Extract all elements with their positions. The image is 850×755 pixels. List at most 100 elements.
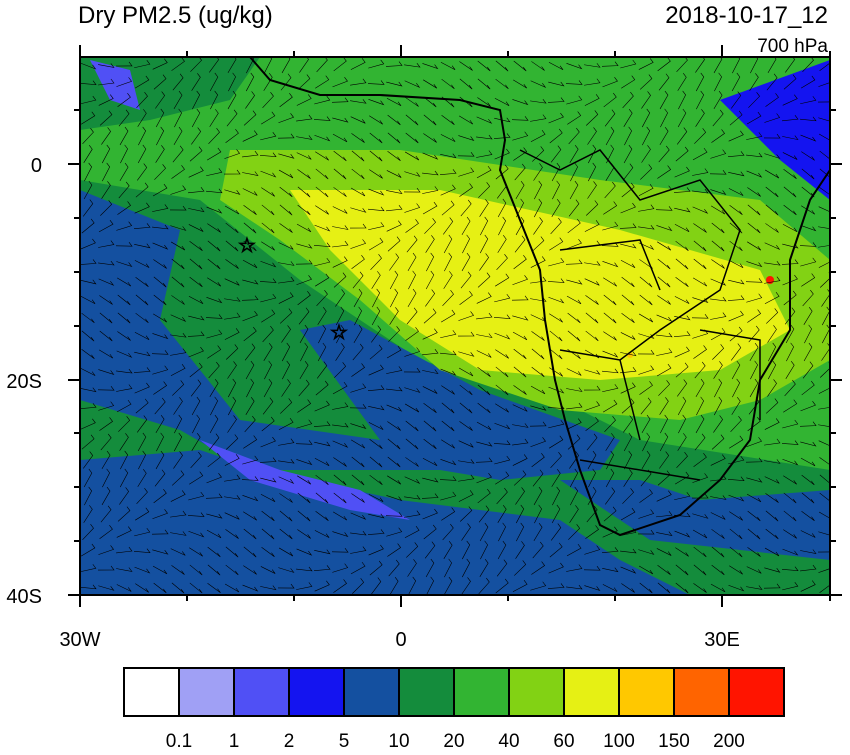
- wind-barb: [783, 475, 797, 485]
- wind-barb: [99, 330, 113, 342]
- wind-barb: [605, 487, 616, 505]
- wind-barb: [371, 271, 381, 289]
- wind-barb: [476, 472, 492, 484]
- wind-barb: [766, 73, 778, 91]
- wind-barb: [620, 566, 637, 574]
- wind-barb: [296, 419, 313, 429]
- wind-barb: [278, 276, 295, 284]
- wind-barb: [225, 564, 239, 576]
- wind-barb: [261, 416, 275, 432]
- wind-barb: [623, 109, 633, 127]
- wind-barb: [153, 259, 167, 269]
- wind-barb: [476, 165, 492, 179]
- wind-barb: [296, 135, 313, 140]
- wind-barb: [98, 219, 114, 233]
- wind-barb: [99, 295, 113, 305]
- wind-barb: [548, 419, 565, 429]
- wind-barb: [191, 396, 201, 416]
- wind-barb: [349, 223, 367, 229]
- wind-barb: [531, 236, 545, 252]
- wind-barb: [315, 273, 330, 287]
- wind-barb: [242, 455, 259, 465]
- wind-barb: [676, 127, 688, 145]
- wind-barb: [332, 402, 349, 410]
- wind-barb: [279, 186, 293, 198]
- wind-barb: [153, 276, 167, 288]
- wind-barb: [620, 548, 637, 554]
- wind-barb: [566, 418, 582, 430]
- wind-barb: [461, 216, 471, 236]
- wind-barb: [404, 403, 420, 413]
- wind-barb: [547, 278, 565, 283]
- wind-barb: [800, 116, 817, 122]
- wind-barb: [566, 279, 583, 285]
- wind-barb: [513, 60, 527, 72]
- wind-barb: [351, 363, 365, 377]
- wind-barb: [747, 510, 761, 522]
- wind-barb: [173, 432, 183, 452]
- wind-barb: [624, 126, 632, 146]
- wind-barb: [209, 72, 219, 92]
- wind-barb: [639, 381, 653, 395]
- wind-barb: [569, 451, 579, 469]
- wind-barb: [155, 450, 165, 470]
- wind-barb: [729, 565, 743, 575]
- wind-barb: [423, 524, 437, 540]
- wind-barb: [801, 168, 815, 180]
- wind-barb: [494, 314, 511, 320]
- wind-barb: [729, 511, 743, 521]
- wind-barb: [764, 547, 780, 557]
- wind-barb: [584, 545, 601, 555]
- wind-barb: [639, 489, 653, 503]
- wind-barb: [765, 493, 779, 503]
- y-label: 40S: [6, 586, 42, 608]
- wind-barb: [602, 368, 619, 374]
- wind-barb: [568, 524, 581, 540]
- wind-barb: [118, 416, 131, 432]
- wind-barb: [260, 293, 277, 303]
- wind-barb: [602, 584, 618, 592]
- wind-barb: [800, 441, 817, 447]
- wind-barb: [710, 512, 726, 520]
- wind-barb: [460, 271, 472, 289]
- wind-barb: [135, 507, 150, 521]
- wind-barb: [674, 296, 690, 304]
- wind-barb: [351, 255, 365, 270]
- wind-barb: [476, 116, 493, 124]
- wind-barb: [659, 397, 669, 415]
- wind-barb: [548, 562, 564, 574]
- wind-barb: [550, 523, 562, 541]
- wind-barb: [260, 477, 277, 483]
- wind-barb: [80, 543, 96, 557]
- wind-barb: [173, 451, 183, 469]
- wind-barb: [476, 421, 492, 431]
- wind-barb: [533, 217, 543, 235]
- colorbar-box: [123, 667, 180, 717]
- wind-barb: [458, 115, 474, 125]
- wind-barb: [732, 57, 741, 74]
- wind-barb: [332, 133, 348, 143]
- wind-barb: [602, 350, 619, 358]
- wind-barb: [316, 289, 328, 307]
- wind-barb: [80, 259, 97, 265]
- wind-barb: [116, 350, 133, 358]
- wind-barb: [783, 186, 797, 198]
- wind-barb: [746, 585, 763, 590]
- wind-barb: [137, 144, 147, 164]
- wind-barb: [531, 452, 545, 468]
- wind-barb: [621, 75, 636, 89]
- wind-barb: [370, 577, 382, 595]
- wind-barb: [603, 506, 617, 522]
- wind-barb: [81, 348, 95, 360]
- wind-barb: [441, 96, 455, 108]
- wind-barb: [80, 368, 96, 376]
- wind-barb: [224, 149, 241, 159]
- wind-barb: [674, 207, 691, 213]
- wind-barb: [223, 169, 241, 175]
- wind-barb: [206, 329, 223, 339]
- wind-barb: [260, 585, 277, 591]
- wind-barb: [548, 404, 565, 410]
- wind-barb: [170, 241, 186, 251]
- wind-barb: [656, 348, 673, 356]
- wind-barb: [117, 93, 131, 108]
